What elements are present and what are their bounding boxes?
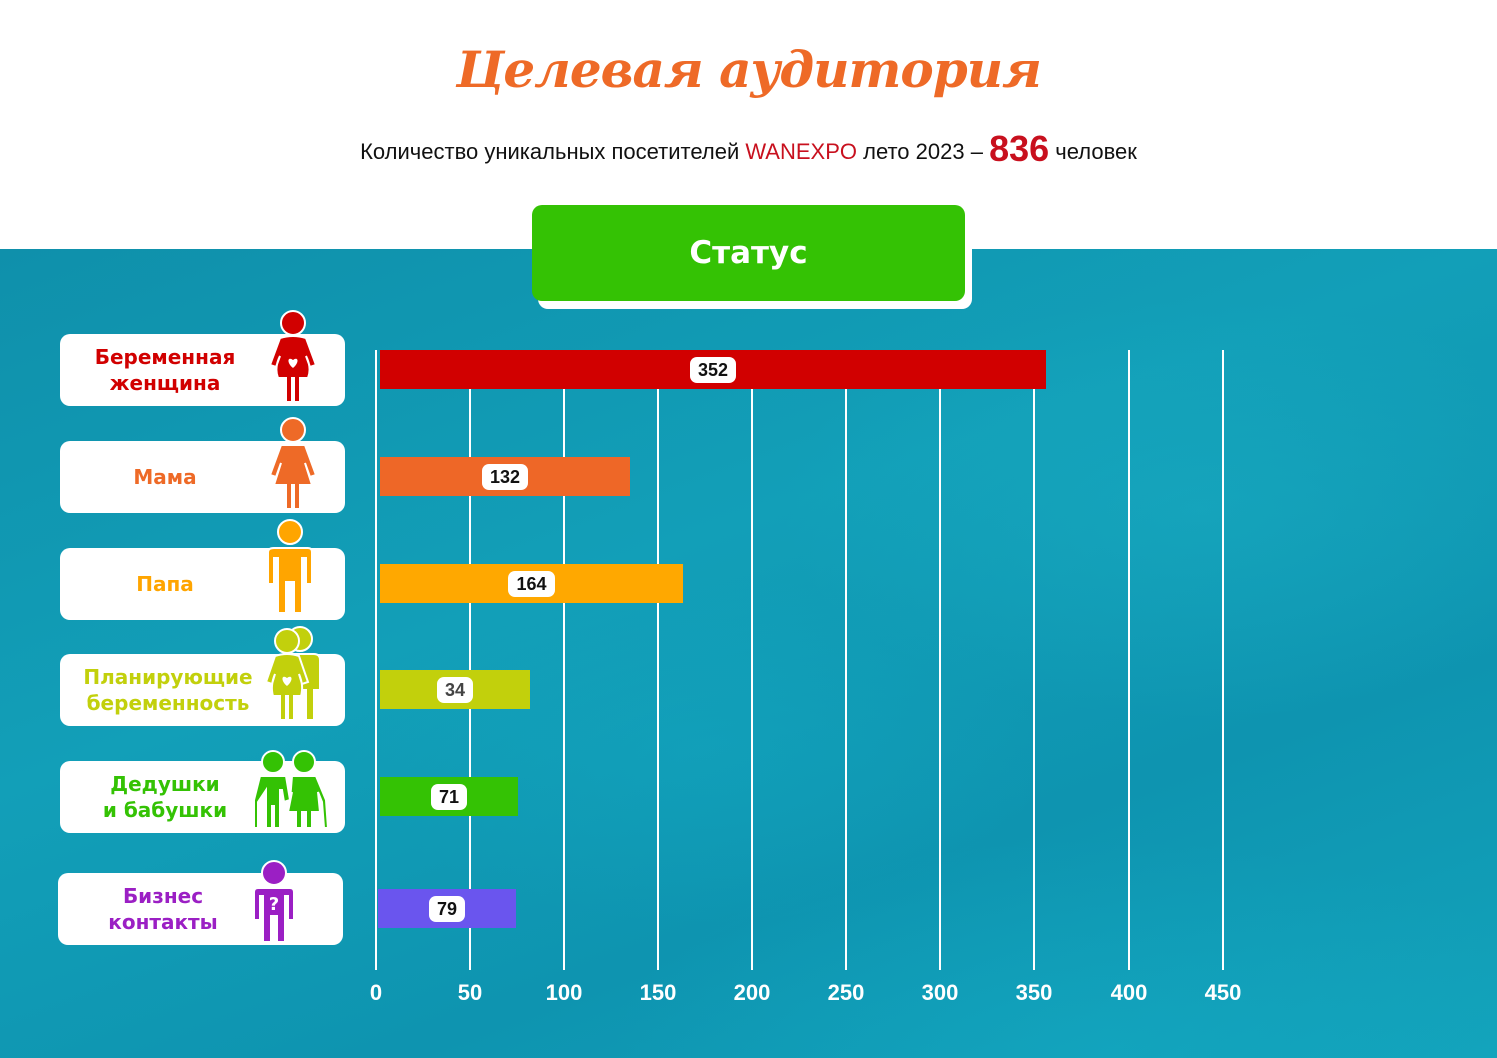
x-tick: 450 [1204, 980, 1242, 1005]
gridline [469, 350, 471, 970]
gridline [939, 350, 941, 970]
x-tick: 300 [921, 980, 959, 1005]
elderly-couple-icon [253, 750, 330, 829]
couple-pregnancy-icon [264, 626, 321, 721]
x-tick: 100 [545, 980, 583, 1005]
x-tick: 150 [639, 980, 677, 1005]
status-header: Статус [532, 205, 972, 309]
category-label: Дедушки и бабушки [102, 772, 228, 822]
gridline [1033, 350, 1035, 970]
gridline [1222, 350, 1224, 970]
bar-pregnant-woman: 352 [380, 350, 1046, 389]
category-label: Бизнес контакты [108, 884, 218, 934]
x-tick: 50 [457, 980, 483, 1005]
gridline [375, 350, 377, 970]
x-tick: 350 [1015, 980, 1053, 1005]
category-business-contacts: Бизнес контакты [58, 873, 343, 945]
business-person-question-icon: ? [253, 860, 295, 943]
gridline [563, 350, 565, 970]
x-tick: 400 [1110, 980, 1148, 1005]
x-tick: 200 [733, 980, 771, 1005]
bar-grandparents: 71 [380, 777, 518, 816]
woman-icon [268, 417, 318, 510]
brand-name: WANEXPO [745, 139, 858, 164]
bar-value: 352 [689, 356, 737, 383]
gridline [657, 350, 659, 970]
man-icon [268, 519, 313, 614]
bar-planning-pregnancy: 34 [380, 670, 530, 709]
category-label: Папа [136, 572, 194, 596]
bar-value: 132 [481, 463, 529, 490]
bar-business-contacts: 79 [378, 889, 516, 928]
bar-mom: 132 [380, 457, 630, 496]
bar-value: 164 [508, 570, 555, 597]
pregnant-woman-icon [268, 310, 318, 403]
total-visitors: 836 [989, 128, 1050, 169]
bar-value: 34 [436, 676, 474, 703]
bar-value: 71 [430, 783, 468, 810]
category-label: Мама [133, 465, 197, 489]
gridline [1128, 350, 1130, 970]
gridline [845, 350, 847, 970]
x-tick: 250 [827, 980, 865, 1005]
bar-value: 79 [428, 895, 466, 922]
status-label: Статус [532, 205, 965, 301]
subtitle: Количество уникальных посетителей WANEXP… [0, 128, 1497, 170]
x-tick: 0 [369, 980, 383, 1005]
page-title: Целевая аудитория [456, 40, 1042, 99]
category-label: Планирующие беременность [83, 665, 253, 715]
subtitle-suffix: человек [1055, 139, 1137, 164]
bar-dad: 164 [380, 564, 683, 603]
category-label: Беременная женщина [94, 345, 236, 395]
subtitle-prefix: Количество уникальных посетителей [360, 139, 740, 164]
gridline [751, 350, 753, 970]
subtitle-middle: лето 2023 – [863, 139, 983, 164]
question-mark-glyph: ? [269, 894, 279, 915]
